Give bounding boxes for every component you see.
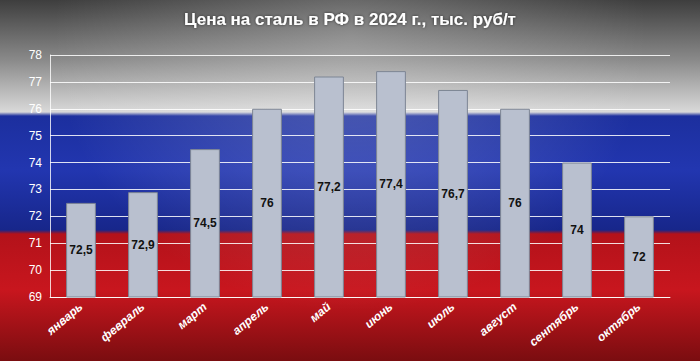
svg-text:69: 69 — [29, 290, 43, 304]
svg-text:75: 75 — [29, 129, 43, 143]
svg-text:Цена на сталь в РФ в 2024 г.,: Цена на сталь в РФ в 2024 г., тыс. руб/т — [184, 10, 516, 29]
svg-text:72,5: 72,5 — [69, 243, 93, 257]
svg-text:78: 78 — [29, 48, 43, 62]
svg-text:август: август — [477, 299, 520, 338]
svg-text:апрель: апрель — [230, 300, 272, 338]
svg-text:июнь: июнь — [362, 300, 396, 331]
svg-text:72: 72 — [29, 209, 43, 223]
svg-text:74,5: 74,5 — [193, 216, 217, 230]
svg-text:72,9: 72,9 — [131, 238, 155, 252]
svg-text:73: 73 — [29, 182, 43, 196]
svg-text:март: март — [175, 299, 210, 332]
svg-text:май: май — [307, 299, 334, 325]
svg-text:77: 77 — [29, 75, 43, 89]
svg-text:июль: июль — [424, 300, 458, 331]
svg-text:76: 76 — [260, 196, 274, 210]
svg-text:сентябрь: сентябрь — [526, 300, 581, 349]
svg-text:76,7: 76,7 — [441, 187, 465, 201]
svg-text:октябрь: октябрь — [594, 300, 644, 345]
svg-text:71: 71 — [29, 236, 43, 250]
svg-text:февраль: февраль — [98, 300, 148, 345]
svg-text:76: 76 — [508, 196, 522, 210]
svg-text:74: 74 — [29, 156, 43, 170]
svg-text:72: 72 — [632, 250, 646, 264]
svg-text:январь: январь — [43, 300, 85, 339]
svg-text:74: 74 — [570, 223, 584, 237]
svg-text:70: 70 — [29, 263, 43, 277]
svg-text:77,2: 77,2 — [317, 180, 341, 194]
svg-text:77,4: 77,4 — [379, 177, 403, 191]
svg-text:76: 76 — [29, 102, 43, 116]
